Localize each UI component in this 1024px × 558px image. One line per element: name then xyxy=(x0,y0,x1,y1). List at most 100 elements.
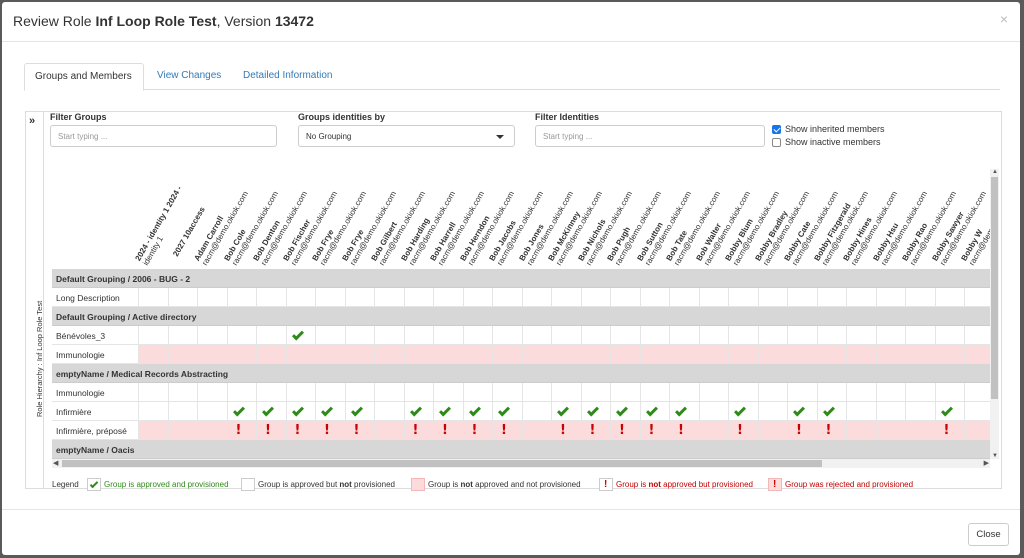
membership-cell: ! xyxy=(787,421,817,440)
membership-cell xyxy=(639,288,670,307)
membership-cell xyxy=(167,421,197,440)
membership-cell xyxy=(551,402,581,421)
expand-panel-icon[interactable]: » xyxy=(29,115,36,127)
filter-identities-input[interactable]: Start typing ... xyxy=(535,125,765,147)
membership-cell xyxy=(462,288,493,307)
membership-cell: ! xyxy=(315,421,345,440)
legend-item: ! Group is not approved but provisioned xyxy=(599,477,753,491)
membership-cell xyxy=(551,288,581,307)
membership-cell xyxy=(138,402,168,421)
membership-cell xyxy=(256,402,286,421)
membership-cell xyxy=(610,402,640,421)
show-inactive-checkbox[interactable] xyxy=(772,137,781,147)
approved-check-icon xyxy=(586,404,599,417)
membership-cell xyxy=(521,421,551,440)
membership-cell xyxy=(964,345,990,364)
legend-swatch xyxy=(411,477,425,491)
group-identities-select[interactable]: No Grouping xyxy=(298,125,515,147)
membership-cell xyxy=(285,288,316,307)
filter-groups-input[interactable]: Start typing ... xyxy=(50,125,277,147)
membership-cell xyxy=(875,288,906,307)
membership-cell xyxy=(669,288,699,307)
membership-cell: ! xyxy=(256,421,286,440)
membership-cell xyxy=(905,345,935,364)
legend-text-part: Group is approved and provisioned xyxy=(104,479,229,489)
tab-detailed-information[interactable]: Detailed Information xyxy=(243,70,333,81)
legend-text-part: Group is xyxy=(616,479,649,489)
horizontal-scrollbar[interactable]: ◀ ▶ xyxy=(52,459,990,468)
group-header-row: emptyName / Oacis xyxy=(52,440,990,459)
membership-cell xyxy=(226,402,257,421)
membership-cell xyxy=(580,383,611,402)
membership-cell xyxy=(315,326,345,345)
show-inactive-option[interactable]: Show inactive members xyxy=(772,137,881,147)
close-button[interactable]: Close xyxy=(968,523,1009,546)
show-inherited-checkbox[interactable] xyxy=(772,124,781,134)
membership-cell xyxy=(374,421,404,440)
approved-check-icon xyxy=(792,404,806,417)
scroll-down-icon[interactable]: ▼ xyxy=(992,453,998,459)
membership-cell xyxy=(344,326,375,345)
membership-cell xyxy=(462,383,493,402)
membership-cell xyxy=(787,345,817,364)
membership-cell xyxy=(138,326,168,345)
membership-cell: ! xyxy=(728,421,758,440)
approved-check-icon xyxy=(320,404,334,417)
membership-cell xyxy=(875,326,906,345)
membership-cell xyxy=(787,288,817,307)
horizontal-scroll-thumb[interactable] xyxy=(62,460,822,467)
membership-cell xyxy=(875,402,906,421)
approved-check-icon xyxy=(822,404,835,417)
membership-cell xyxy=(610,383,640,402)
filter-identities-label: Filter Identities xyxy=(535,112,600,122)
rejected-exclamation-icon: ! xyxy=(324,423,330,438)
legend-text-emphasis: not xyxy=(460,479,473,489)
membership-cell xyxy=(138,288,168,307)
membership-cell xyxy=(580,326,611,345)
rejected-exclamation-icon: ! xyxy=(796,423,802,438)
membership-cell xyxy=(846,421,876,440)
membership-cell xyxy=(846,402,876,421)
scroll-left-icon[interactable]: ◀ xyxy=(53,460,59,467)
tab-groups-and-members[interactable]: Groups and Members xyxy=(24,63,144,91)
exclamation-icon: ! xyxy=(773,478,777,490)
approved-check-icon xyxy=(645,404,658,417)
membership-cell xyxy=(256,288,286,307)
membership-cell xyxy=(344,383,375,402)
rejected-exclamation-icon: ! xyxy=(678,423,684,438)
membership-cell: ! xyxy=(816,421,846,440)
membership-cell xyxy=(698,383,729,402)
legend-text: Group is approved but not provisioned xyxy=(258,480,395,489)
membership-cell xyxy=(728,402,758,421)
legend-text-part: approved and not provisioned xyxy=(472,479,581,489)
membership-cell xyxy=(374,345,404,364)
close-icon[interactable]: × xyxy=(999,11,1008,27)
membership-cell: ! xyxy=(492,421,522,440)
vertical-scroll-thumb[interactable] xyxy=(991,177,998,399)
membership-cell xyxy=(197,326,227,345)
membership-cell xyxy=(285,326,316,345)
membership-cell xyxy=(462,345,492,364)
role-hierarchy-label: Role Hierarchy : Inf Loop Role Test xyxy=(35,300,44,417)
membership-cell xyxy=(551,383,581,402)
tab-bar: Groups and Members View Changes Detailed… xyxy=(24,63,1000,91)
membership-cell xyxy=(315,402,345,421)
membership-cell xyxy=(197,402,227,421)
membership-cell xyxy=(315,383,345,402)
show-inherited-option[interactable]: Show inherited members xyxy=(772,124,885,134)
role-name: Inf Loop Role Test xyxy=(95,13,217,29)
tab-view-changes[interactable]: View Changes xyxy=(157,70,222,81)
membership-cell xyxy=(226,383,257,402)
vertical-scrollbar[interactable]: ▲ ▼ xyxy=(990,169,999,459)
membership-cell xyxy=(875,421,905,440)
membership-cell xyxy=(610,288,640,307)
legend-text: Group is approved and provisioned xyxy=(104,480,229,489)
group-header-row: Default Grouping / Active directory xyxy=(52,307,990,326)
scroll-right-icon[interactable]: ▶ xyxy=(983,460,989,467)
group-identities-label: Groups identities by xyxy=(298,112,386,122)
membership-cell xyxy=(757,402,788,421)
membership-cell xyxy=(138,345,168,364)
group-row: Immunologie xyxy=(52,345,990,364)
scroll-up-icon[interactable]: ▲ xyxy=(992,169,998,175)
legend-text-part: provisioned xyxy=(351,479,395,489)
